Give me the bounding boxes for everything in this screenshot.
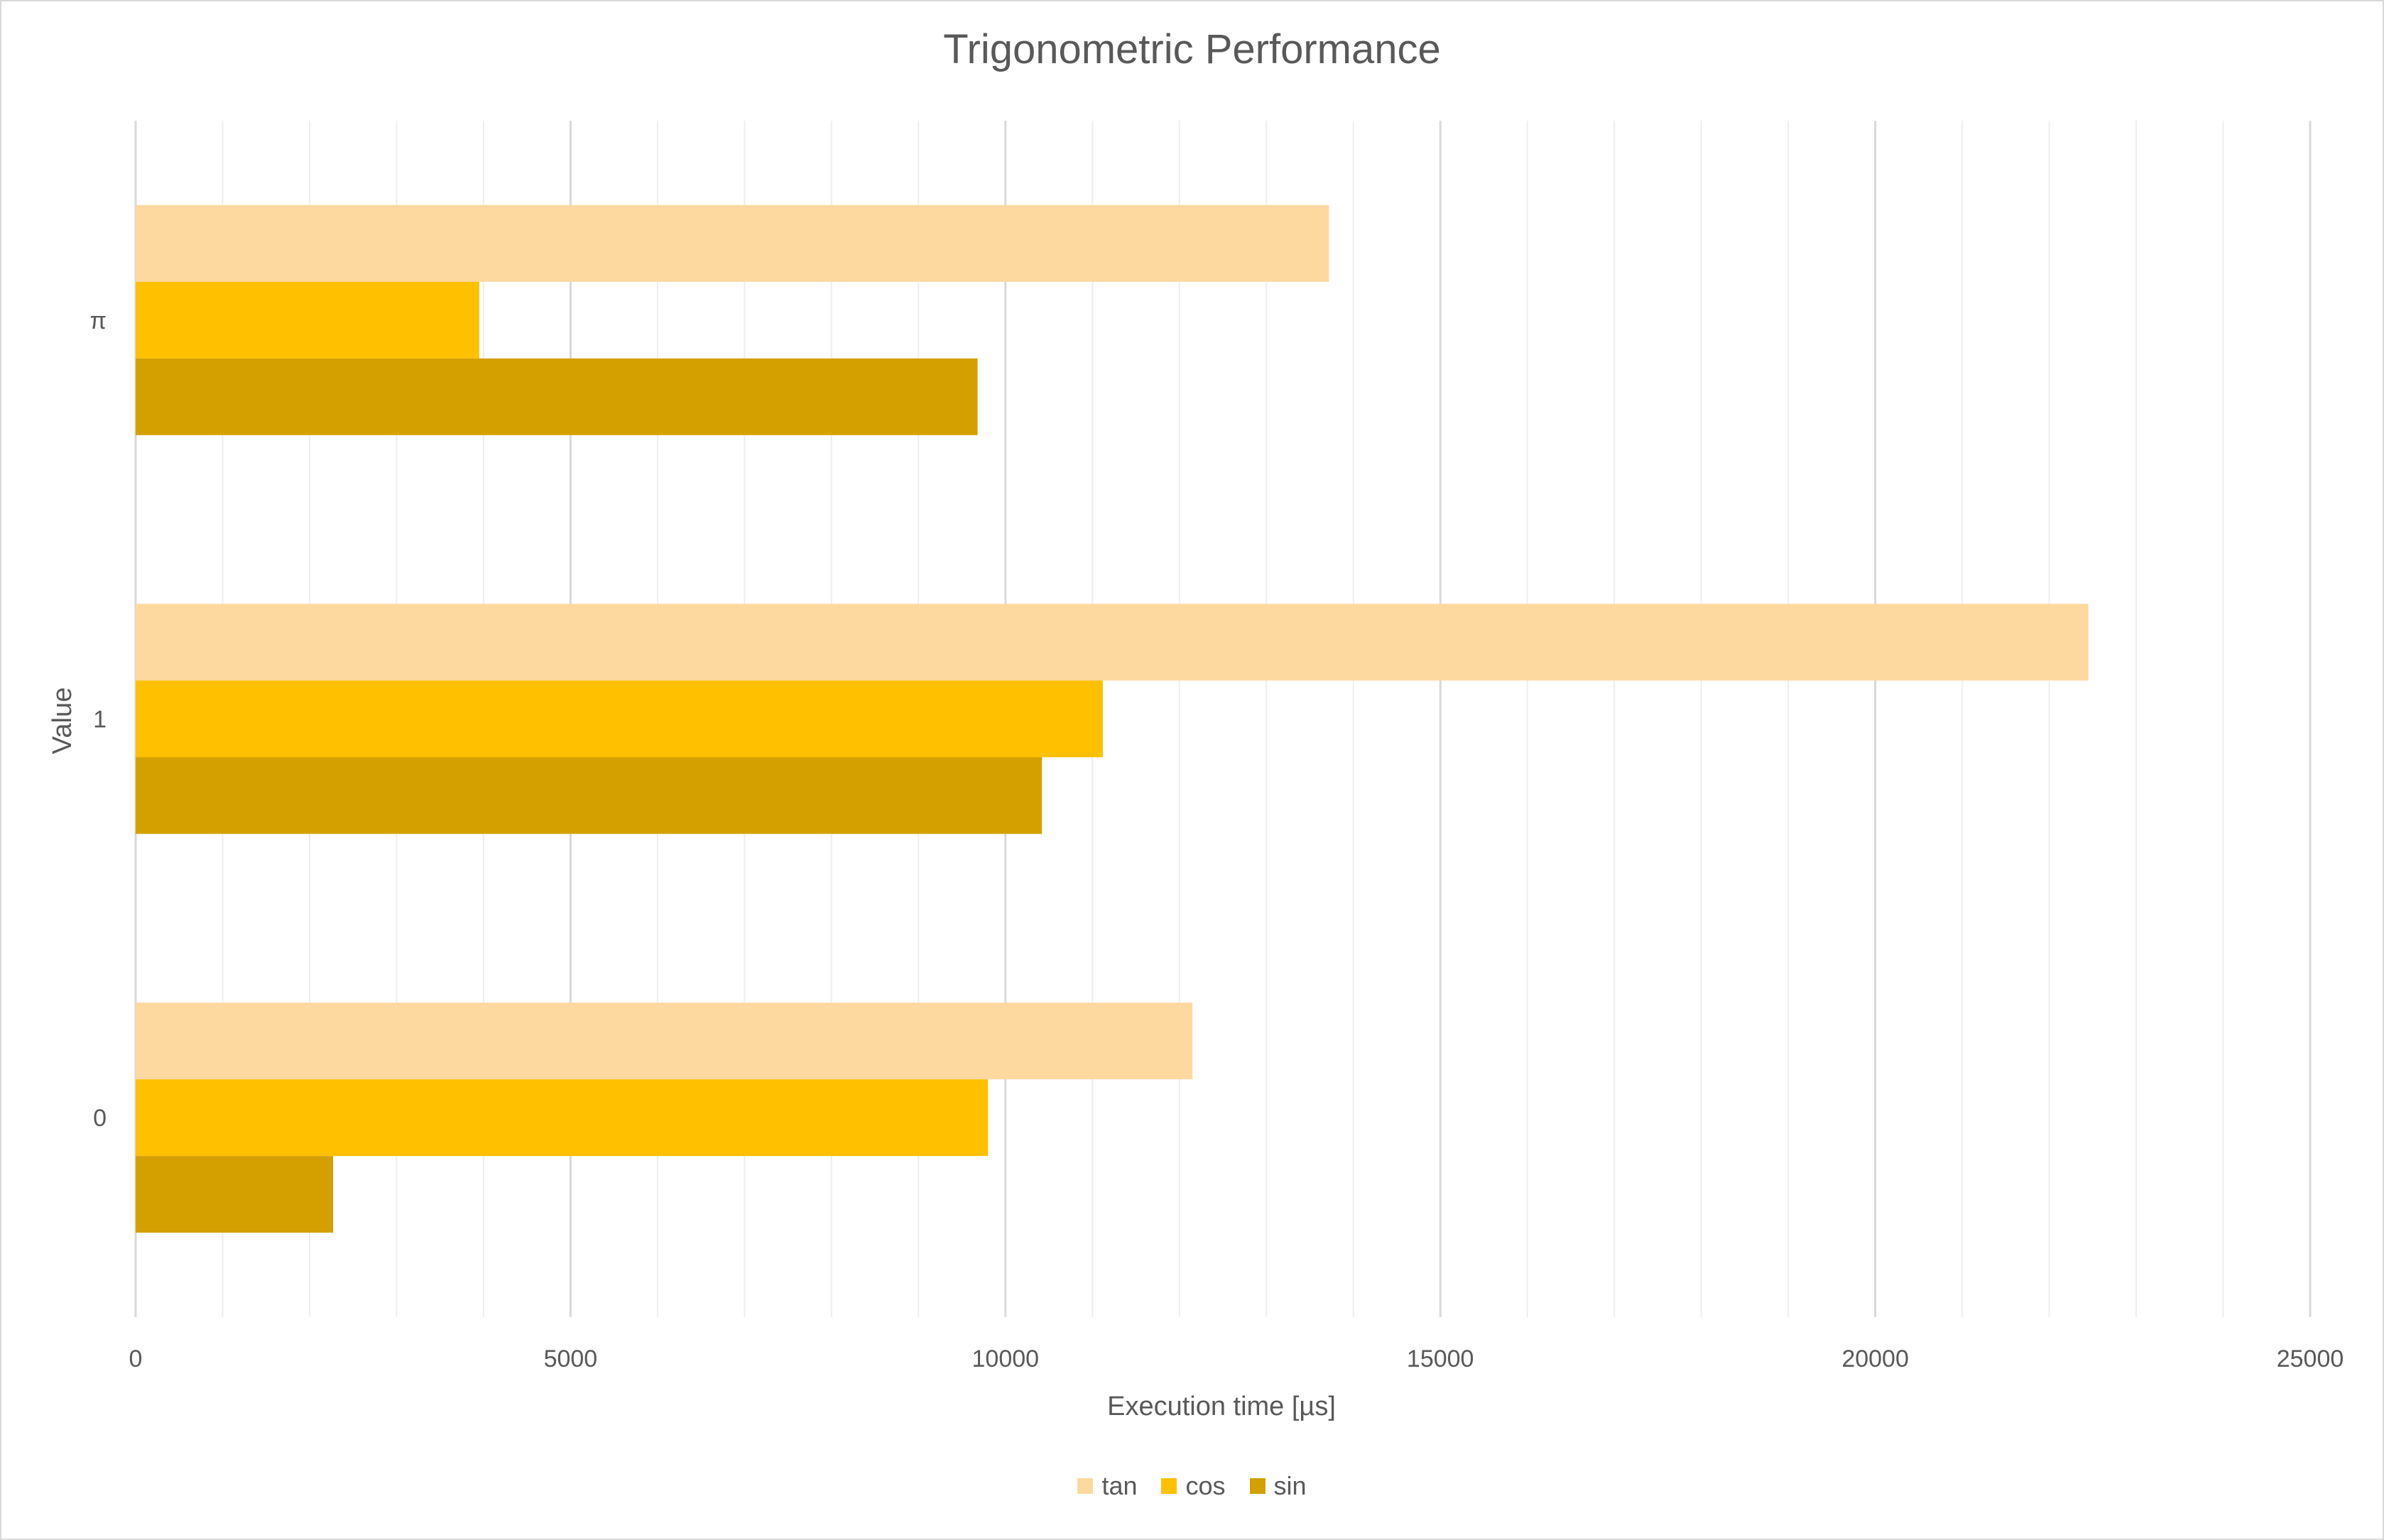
legend-swatch [1161, 1478, 1177, 1494]
y-tick-label: 0 [93, 1105, 107, 1132]
y-tick-label: π [90, 307, 107, 334]
bar-tan-2 [136, 204, 1329, 282]
legend-item-cos: cos [1161, 1471, 1226, 1501]
legend-label: sin [1273, 1471, 1307, 1500]
bar-sin-0 [136, 1156, 334, 1233]
x-tick-label: 20000 [1841, 1345, 1909, 1372]
x-tick-label: 15000 [1407, 1345, 1474, 1372]
bar-cos-1 [136, 680, 1103, 758]
legend-label: cos [1185, 1471, 1226, 1500]
bar-tan-1 [136, 604, 2089, 681]
legend-item-tan: tan [1077, 1471, 1137, 1501]
bar-cos-0 [136, 1079, 989, 1157]
legend: tan cos sin [0, 1471, 2384, 1501]
bars [136, 204, 2089, 1233]
bar-sin-2 [136, 358, 978, 435]
legend-swatch [1077, 1478, 1094, 1494]
x-tick-label: 0 [129, 1345, 143, 1372]
x-tick-label: 25000 [2277, 1345, 2344, 1372]
x-tick-label: 10000 [972, 1345, 1040, 1372]
bar-sin-1 [136, 757, 1043, 834]
y-axis-title: Value [48, 687, 77, 754]
chart-title: Trigonometric Performance [943, 26, 1441, 72]
x-axis-title: Execution time [µs] [1107, 1392, 1336, 1421]
axes: 0 5000 10000 15000 20000 25000 0 1 π [90, 307, 2344, 1372]
bar-tan-0 [136, 1003, 1193, 1080]
legend-label: tan [1101, 1471, 1138, 1500]
legend-item-sin: sin [1249, 1471, 1307, 1501]
legend-swatch [1249, 1478, 1266, 1494]
y-tick-label: 1 [93, 706, 107, 733]
bar-cos-2 [136, 281, 479, 359]
x-tick-label: 5000 [544, 1345, 598, 1372]
